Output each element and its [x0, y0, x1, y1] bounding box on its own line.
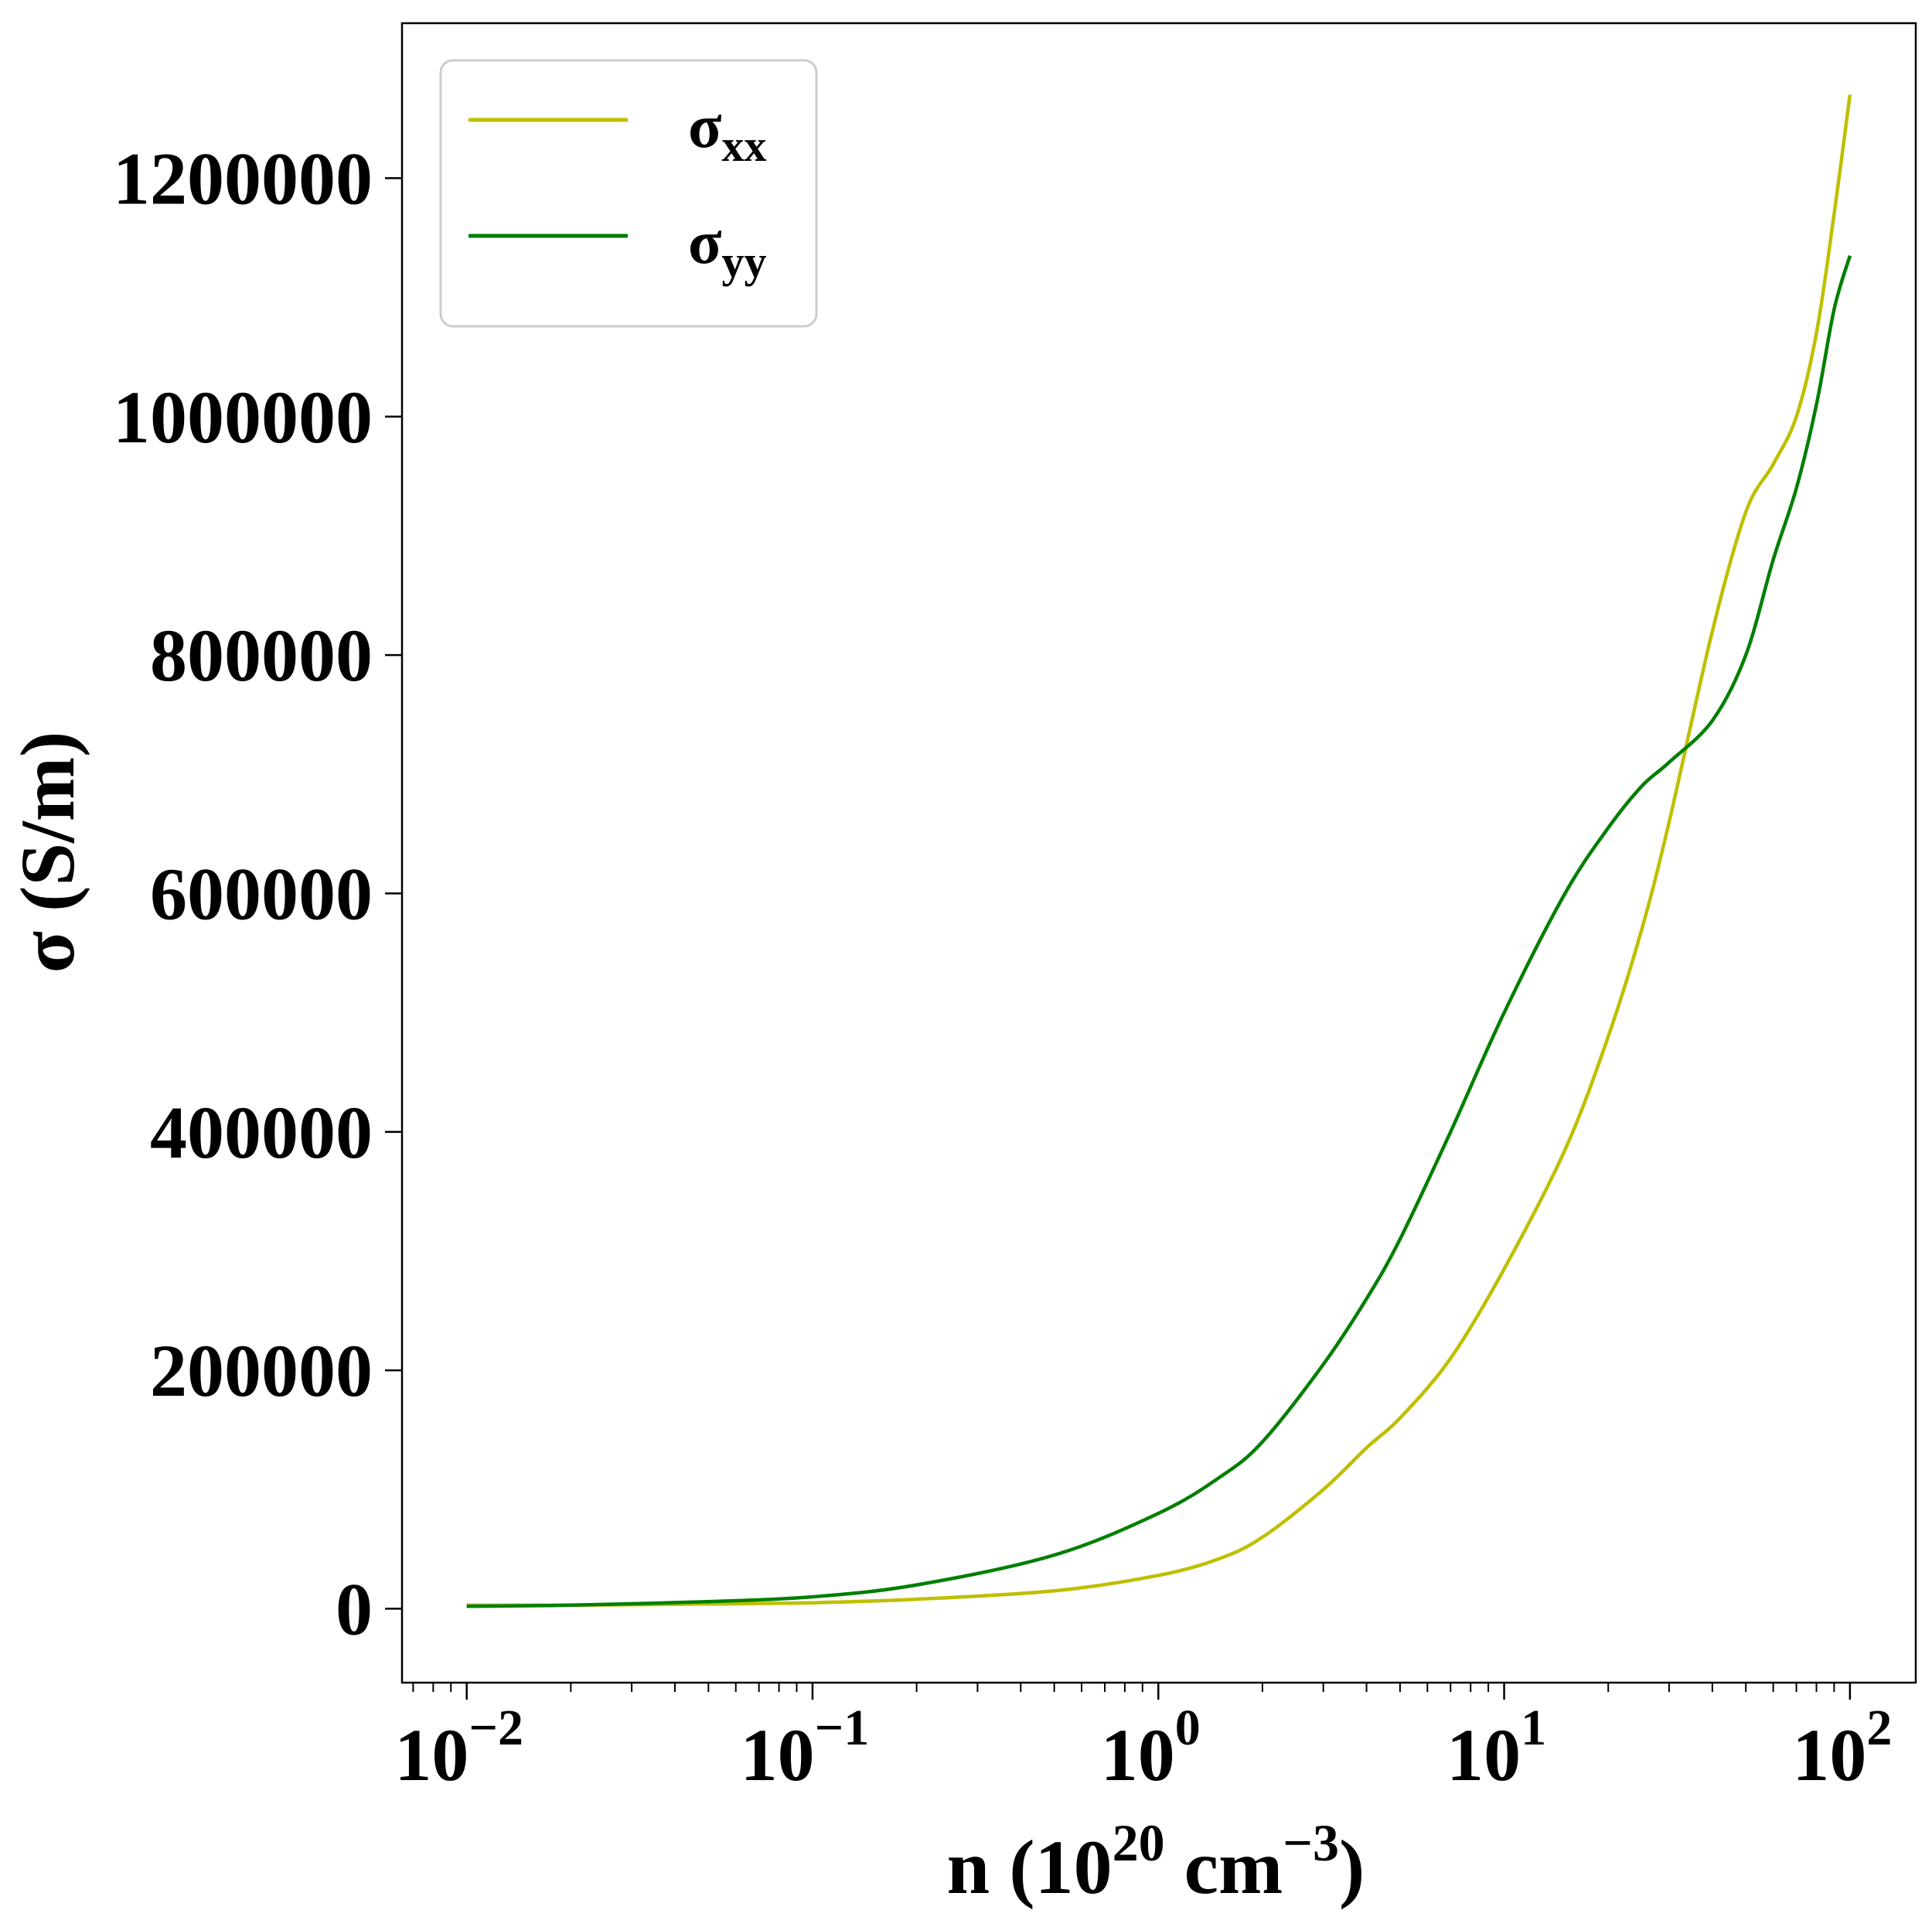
legend-box — [439, 59, 818, 328]
x-tick-label: 10−2 — [394, 1700, 523, 1796]
x-tick-label: 10−1 — [741, 1700, 870, 1796]
y-axis-label: σ (S/m) — [5, 732, 90, 974]
x-tick-label: 102 — [1792, 1700, 1892, 1796]
x-axis-label: n (1020 cm−3) — [947, 1813, 1365, 1910]
series-layer — [466, 94, 1852, 1608]
legend-label-sigma-yy: σyy — [688, 209, 767, 287]
y-tick-label: 800000 — [150, 614, 373, 697]
legend-label-sigma-xx: σxx — [688, 93, 767, 171]
x-minor-ticks — [412, 1683, 1835, 1692]
y-tick-label: 200000 — [150, 1329, 373, 1412]
x-tick-label: 100 — [1101, 1700, 1201, 1796]
series-line-sigma-xx — [466, 94, 1852, 1608]
y-tick-label: 0 — [336, 1567, 373, 1650]
y-axis-ticks: 0 200000 400000 600000 800000 1000000 1200000 — [113, 137, 402, 1650]
y-tick-label: 400000 — [150, 1091, 373, 1174]
legend: σxx σyy — [439, 59, 818, 328]
x-tick-label: 101 — [1446, 1700, 1546, 1796]
y-tick-label: 600000 — [150, 852, 373, 935]
y-tick-label: 1200000 — [113, 137, 373, 220]
x-axis-ticks: 10−2 10−1 100 101 102 — [394, 1683, 1892, 1796]
y-tick-label: 1000000 — [113, 376, 373, 459]
series-line-sigma-yy — [466, 254, 1852, 1608]
